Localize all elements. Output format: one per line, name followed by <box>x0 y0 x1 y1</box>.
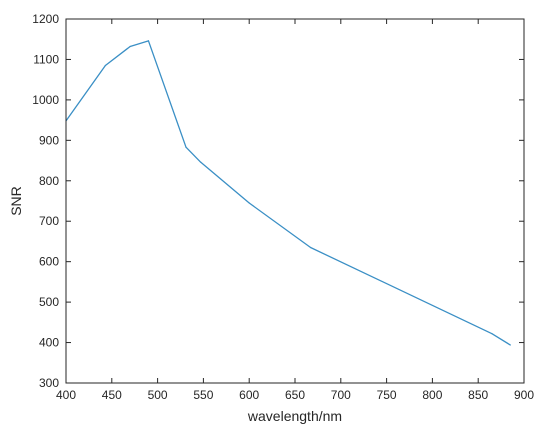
y-tick-label: 300 <box>39 376 59 390</box>
data-point <box>248 202 250 204</box>
x-tick-label: 750 <box>377 388 397 402</box>
x-axis: 400 450 500 550 600 650 700 750 800 850 900 <box>56 19 534 402</box>
y-tick-label: 400 <box>39 336 59 350</box>
x-tick-label: 800 <box>422 388 442 402</box>
data-point <box>147 40 150 42</box>
y-tick-label: 900 <box>39 133 59 147</box>
x-tick-label: 450 <box>102 388 122 402</box>
data-point <box>104 64 106 67</box>
x-tick-label: 650 <box>285 388 305 402</box>
y-tick-label: 500 <box>39 295 59 309</box>
y-tick-label: 600 <box>39 255 59 269</box>
data-point <box>185 146 187 148</box>
y-tick-label: 1000 <box>32 93 59 107</box>
y-tick-label: 700 <box>39 214 59 228</box>
data-point <box>309 246 312 249</box>
y-tick-label: 1200 <box>32 12 59 26</box>
x-tick-label: 700 <box>331 388 351 402</box>
plot-area-background <box>66 19 524 383</box>
data-point <box>200 161 202 163</box>
data-point <box>129 45 131 48</box>
x-tick-label: 900 <box>514 388 534 402</box>
y-axis-label: SNR <box>8 186 24 216</box>
x-tick-label: 500 <box>148 388 168 402</box>
y-tick-label: 800 <box>39 174 59 188</box>
plot-area-frame <box>65 18 525 384</box>
x-tick-label: 600 <box>239 388 259 402</box>
x-tick-label: 850 <box>468 388 488 402</box>
x-tick-label: 400 <box>56 388 76 402</box>
y-axis: 300 400 500 600 700 800 900 1000 1100 1200 <box>32 12 524 390</box>
y-tick-label: 1100 <box>33 52 59 66</box>
x-tick-label: 550 <box>193 388 213 402</box>
series-line <box>65 40 511 346</box>
data-point <box>491 333 493 335</box>
data-point <box>509 344 511 346</box>
series-layer <box>65 40 511 346</box>
x-axis-label: wavelength/nm <box>247 408 342 424</box>
